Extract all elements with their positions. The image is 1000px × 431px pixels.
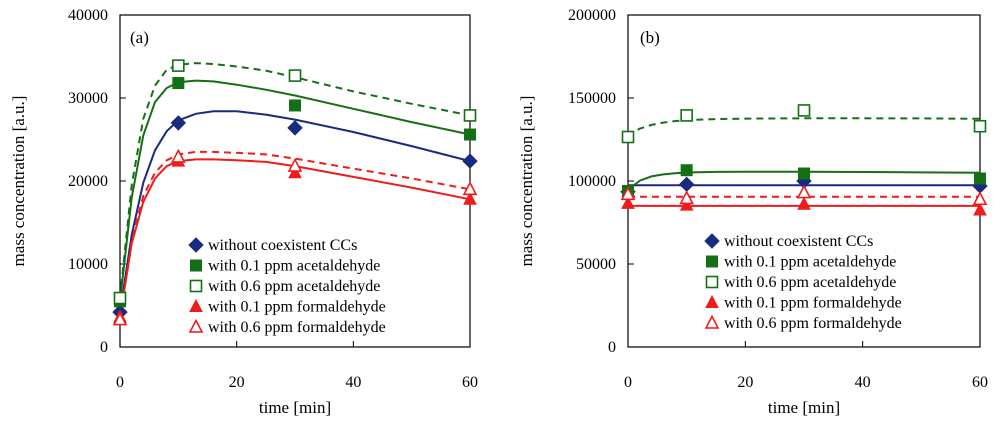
- legend-marker-form06: [188, 318, 204, 333]
- x-tick-label: 60: [462, 374, 478, 391]
- data-point-acet06: [973, 119, 987, 133]
- x-axis-title-b: time [min]: [768, 398, 840, 417]
- legend-marker-acet06: [189, 279, 203, 293]
- legend-label-acet01: with 0.1 ppm acetaldehyde: [208, 258, 380, 275]
- data-point-form01: [288, 165, 302, 179]
- y-tick-label: 50000: [576, 256, 616, 273]
- x-axis-title-a: time [min]: [259, 398, 331, 417]
- data-point-acet01: [172, 77, 185, 90]
- legend-marker-acet06: [705, 275, 719, 289]
- data-point-acet01: [680, 164, 693, 177]
- legend-label-none: without coexistent CCs: [208, 237, 357, 254]
- data-point-acet01: [798, 167, 810, 180]
- data-point-acet06: [797, 104, 811, 117]
- data-point-form06: [112, 311, 128, 326]
- data-point-acet06: [680, 109, 693, 122]
- data-point-form06: [620, 186, 636, 201]
- x-tick-label: 40: [345, 374, 361, 391]
- y-tick-label: 200000: [568, 7, 616, 24]
- data-point-acet01: [289, 99, 301, 112]
- legend-marker-form06: [704, 314, 720, 329]
- y-tick-label: 150000: [568, 90, 616, 107]
- x-tick-label: 60: [972, 374, 988, 391]
- legend-label-none: without coexistent CCs: [724, 233, 873, 250]
- fit-line-acet01: [119, 79, 471, 302]
- chart-panel-a: (a) time [min] mass concentration [a.u.]…: [9, 7, 478, 417]
- data-point-acet06: [113, 291, 127, 305]
- legend-label-acet06: with 0.6 ppm acetaldehyde: [724, 274, 896, 291]
- x-tick-label: 40: [855, 374, 871, 391]
- data-point-acet01: [464, 128, 476, 141]
- y-tick-label: 100000: [568, 173, 616, 190]
- legend-label-form01: with 0.1 ppm formaldehyde: [208, 299, 386, 316]
- data-point-form01: [797, 196, 811, 210]
- data-point-acet01: [974, 172, 986, 185]
- data-point-acet06: [288, 69, 302, 82]
- ticks-a: 0 10000 20000 30000 40000 0 20 40 60: [68, 7, 478, 391]
- data-point-none: [287, 120, 303, 136]
- legend-marker-acet01: [190, 259, 202, 272]
- y-tick-label: 0: [608, 339, 616, 356]
- x-tick-label: 0: [116, 374, 124, 391]
- y-axis-title-b: mass concentration [a.u.]: [517, 96, 536, 267]
- y-tick-label: 40000: [68, 7, 108, 24]
- data-point-form06: [796, 184, 812, 199]
- data-point-form06: [171, 148, 186, 163]
- y-tick-label: 0: [100, 339, 108, 356]
- data-point-form06: [462, 181, 478, 196]
- panel-label-b: (b): [640, 28, 660, 47]
- y-tick-label: 30000: [68, 90, 108, 107]
- data-point-form01: [621, 195, 635, 209]
- ticks-b: 0 50000 100000 150000 200000 0 20 40 60: [568, 7, 988, 391]
- data-points-a: [112, 59, 478, 326]
- legend-label-form01: with 0.1 ppm formaldehyde: [724, 295, 902, 312]
- fit-line-acet06: [119, 62, 471, 299]
- data-point-none: [462, 153, 478, 169]
- fit-line-form06: [119, 150, 471, 320]
- data-point-form01: [973, 202, 987, 216]
- legend-a: without coexistent CCs with 0.1 ppm aceta…: [188, 237, 386, 336]
- x-tick-label: 0: [624, 374, 632, 391]
- legend-marker-acet01: [706, 255, 718, 268]
- data-point-form06: [287, 157, 303, 172]
- data-point-acet06: [621, 130, 635, 144]
- chart-panel-b: (b) time [min] mass concentration [a.u.]…: [517, 7, 988, 417]
- data-point-form06: [679, 190, 694, 205]
- legend-label-acet06: with 0.6 ppm acetaldehyde: [208, 278, 380, 295]
- data-points-b: [620, 104, 988, 216]
- y-axis-title-a: mass concentration [a.u.]: [9, 96, 28, 267]
- data-point-none: [170, 115, 187, 131]
- data-point-none: [678, 176, 695, 193]
- legend-label-form06: with 0.6 ppm formaldehyde: [208, 319, 386, 336]
- data-point-acet06: [172, 59, 185, 72]
- legend-label-acet01: with 0.1 ppm acetaldehyde: [724, 254, 896, 271]
- legend-label-form06: with 0.6 ppm formaldehyde: [724, 315, 902, 332]
- y-tick-label: 10000: [68, 256, 108, 273]
- legend-marker-form01: [189, 298, 203, 312]
- legend-marker-none: [188, 237, 204, 253]
- y-tick-label: 20000: [68, 173, 108, 190]
- data-point-form01: [679, 197, 694, 211]
- x-tick-label: 20: [737, 374, 753, 391]
- fit-line-form01: [119, 158, 471, 318]
- legend-marker-form01: [705, 294, 719, 308]
- legend-marker-none: [704, 233, 720, 249]
- data-point-form06: [972, 191, 988, 206]
- fit-line-none: [119, 110, 471, 313]
- fit-lines-a: [119, 62, 471, 320]
- legend-b: without coexistent CCs with 0.1 ppm aceta…: [704, 233, 902, 332]
- x-tick-label: 20: [229, 374, 245, 391]
- panel-label-a: (a): [130, 28, 149, 47]
- data-point-acet06: [463, 109, 477, 122]
- data-point-form01: [463, 191, 477, 205]
